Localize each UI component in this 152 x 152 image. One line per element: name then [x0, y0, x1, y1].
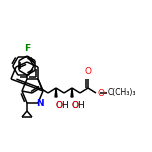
Text: C(CH₃)₃: C(CH₃)₃ — [108, 88, 136, 97]
Text: O: O — [71, 101, 78, 110]
Text: OH: OH — [55, 101, 69, 110]
Text: F: F — [24, 44, 30, 53]
Text: N: N — [36, 98, 43, 107]
Polygon shape — [55, 88, 57, 97]
Text: O: O — [55, 101, 62, 110]
Text: OH: OH — [71, 101, 85, 110]
Text: O: O — [97, 88, 104, 97]
Text: O: O — [85, 67, 92, 76]
Polygon shape — [71, 88, 73, 97]
